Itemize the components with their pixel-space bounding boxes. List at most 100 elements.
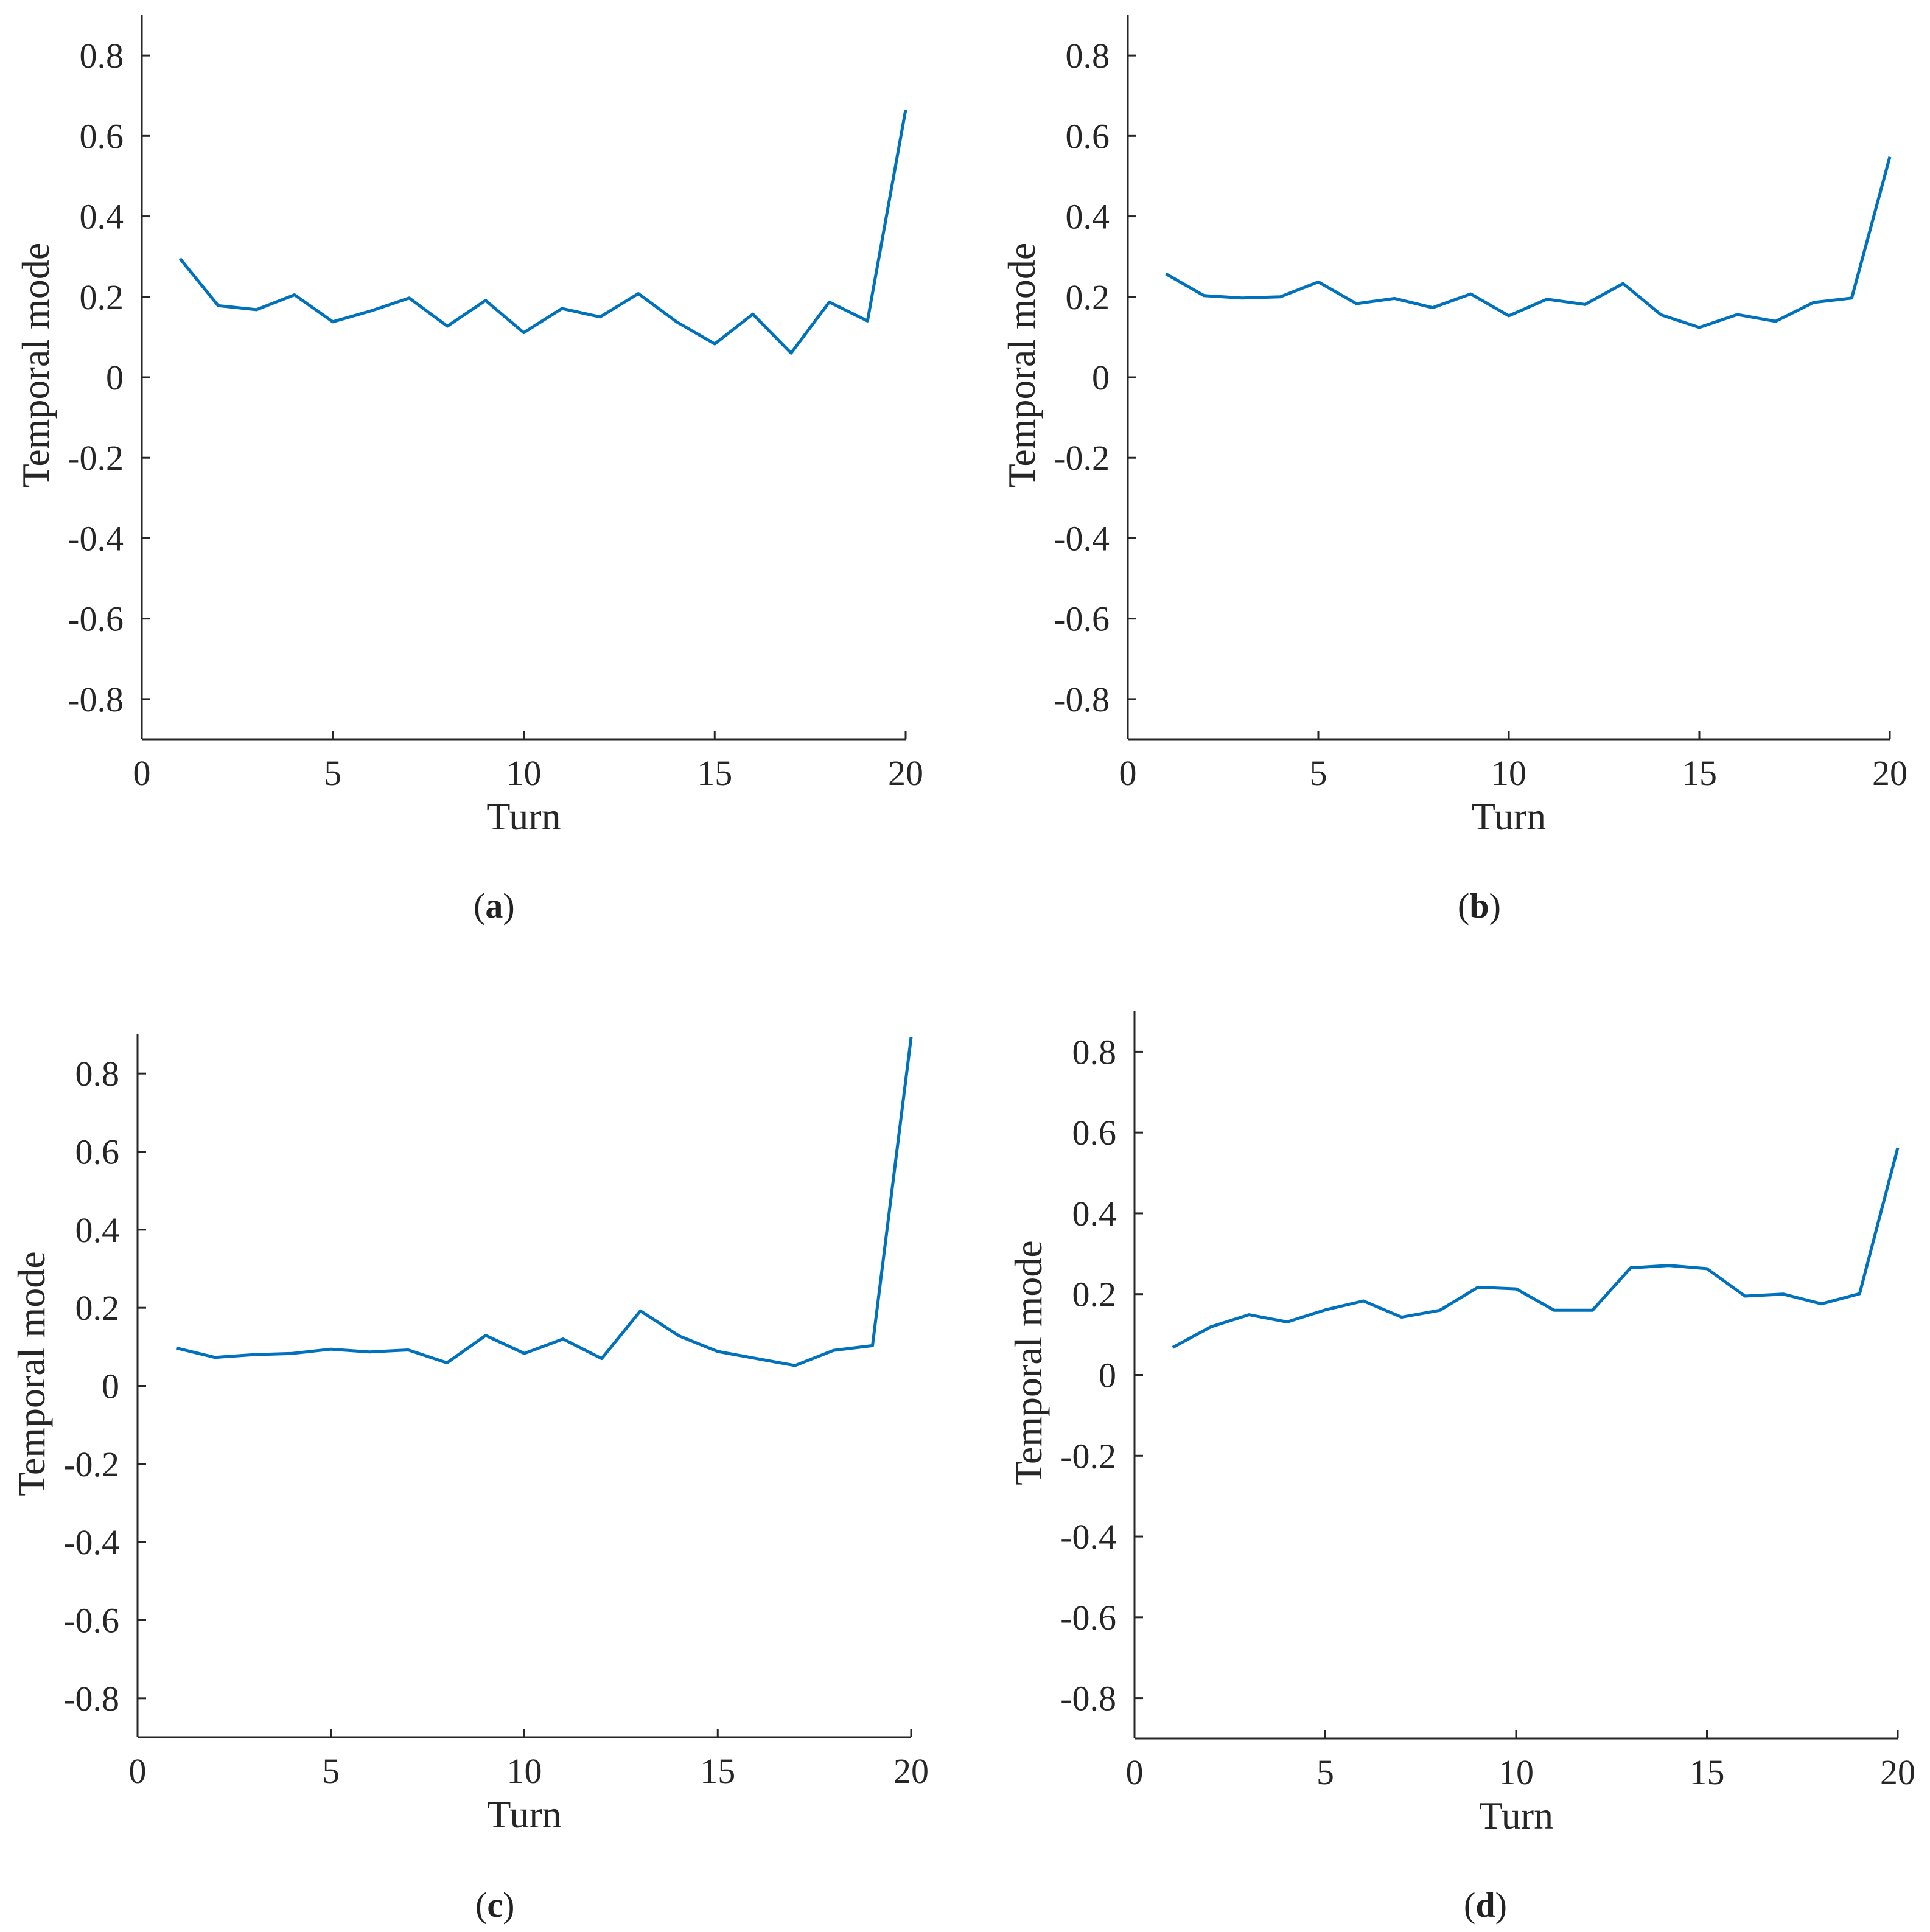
data-point bbox=[178, 257, 182, 260]
y-tick-label: -0.4 bbox=[1060, 1517, 1116, 1557]
data-point bbox=[1781, 1292, 1785, 1296]
chart-panel-a: -0.8 -0.6 -0.4 -0.2 0 0.2 0.4 0.6 0.8 0 5 10 15 20 Tur… bbox=[14, 15, 923, 838]
data-point bbox=[1285, 1320, 1289, 1324]
data-point bbox=[1629, 1266, 1632, 1270]
caption-b: (b) bbox=[1458, 886, 1501, 926]
data-point bbox=[523, 1351, 526, 1355]
data-point bbox=[1400, 1316, 1404, 1319]
data-point bbox=[1316, 280, 1320, 284]
data-point bbox=[484, 1334, 488, 1337]
data-point bbox=[1438, 1308, 1442, 1312]
y-tick-label: -0.6 bbox=[63, 1601, 119, 1641]
y-tick-label: -0.4 bbox=[63, 1522, 119, 1562]
data-point bbox=[755, 1357, 758, 1361]
data-point bbox=[637, 291, 640, 295]
data-point bbox=[1667, 1264, 1671, 1268]
data-point bbox=[293, 293, 296, 296]
data-point bbox=[1209, 1325, 1212, 1328]
y-tick-label: 0.8 bbox=[1066, 36, 1110, 75]
data-point bbox=[368, 1350, 371, 1354]
x-tick-label: 0 bbox=[1126, 1752, 1144, 1792]
x-tick-label: 5 bbox=[322, 1751, 340, 1791]
y-tick-label: 0.2 bbox=[75, 1288, 120, 1328]
x-tick-label: 5 bbox=[324, 753, 341, 793]
x-axis-label: Turn bbox=[486, 795, 561, 838]
y-tick-label: -0.8 bbox=[68, 680, 124, 719]
x-tick-label: 5 bbox=[1316, 1752, 1334, 1792]
data-point bbox=[1850, 296, 1853, 300]
y-tick-label: -0.2 bbox=[1054, 438, 1110, 478]
chart-panel-c: -0.8 -0.6 -0.4 -0.2 0 0.2 0.4 0.6 0.8 0 5 10 15 20 Tur… bbox=[10, 1034, 929, 1836]
data-point bbox=[1888, 155, 1892, 159]
data-point bbox=[870, 1344, 874, 1347]
x-tick-label: 15 bbox=[700, 1751, 735, 1791]
data-point bbox=[1820, 1302, 1823, 1306]
data-point bbox=[1774, 319, 1777, 323]
series-line bbox=[176, 1037, 913, 1367]
data-point bbox=[445, 1361, 449, 1365]
data-point bbox=[213, 1356, 217, 1359]
data-point bbox=[1362, 1299, 1365, 1303]
data-point bbox=[904, 108, 907, 111]
data-point bbox=[290, 1351, 294, 1355]
data-point bbox=[175, 1346, 178, 1350]
caption-d: (d) bbox=[1464, 1885, 1507, 1925]
y-tick-label: -0.8 bbox=[1054, 680, 1110, 719]
data-point bbox=[751, 312, 755, 316]
data-point bbox=[1659, 313, 1663, 317]
data-point bbox=[1431, 306, 1435, 310]
data-point bbox=[638, 1309, 642, 1313]
x-tick-label: 10 bbox=[506, 753, 542, 793]
data-point bbox=[1705, 1267, 1709, 1271]
data-point bbox=[1240, 296, 1244, 300]
data-point bbox=[793, 1364, 797, 1367]
data-point bbox=[217, 304, 220, 307]
y-tick-label: 0 bbox=[102, 1367, 119, 1406]
data-point bbox=[1247, 1313, 1251, 1317]
data-point bbox=[484, 299, 488, 302]
data-point bbox=[1202, 294, 1206, 298]
data-point bbox=[522, 331, 526, 335]
x-axis-label: Turn bbox=[487, 1793, 561, 1836]
y-tick-label: -0.2 bbox=[68, 438, 124, 478]
y-axis-label: Temporal mode bbox=[1007, 1240, 1050, 1485]
data-point bbox=[1514, 1287, 1518, 1291]
y-tick-label: 0 bbox=[1099, 1356, 1116, 1395]
data-point bbox=[1621, 282, 1625, 285]
y-axis-label: Temporal mode bbox=[14, 243, 57, 488]
y-tick-label: 0 bbox=[106, 358, 124, 397]
y-tick-label: -0.2 bbox=[63, 1445, 119, 1484]
x-tick-label: 0 bbox=[129, 1751, 147, 1791]
y-tick-label: -0.2 bbox=[1060, 1436, 1116, 1476]
caption-a: (a) bbox=[474, 886, 515, 926]
series-line bbox=[178, 109, 907, 355]
caption-c: (c) bbox=[475, 1885, 515, 1925]
data-point bbox=[1507, 314, 1511, 318]
data-point bbox=[1278, 295, 1282, 299]
data-point bbox=[254, 308, 258, 312]
data-point bbox=[252, 1353, 256, 1356]
data-point bbox=[1469, 292, 1472, 296]
y-tick-label: 0 bbox=[1092, 358, 1110, 397]
y-axis-label: Temporal mode bbox=[10, 1251, 53, 1496]
x-tick-label: 15 bbox=[1690, 1752, 1725, 1792]
data-point bbox=[407, 296, 411, 300]
x-tick-label: 0 bbox=[1119, 753, 1137, 793]
data-point bbox=[1896, 1146, 1900, 1149]
data-point bbox=[1858, 1292, 1861, 1296]
data-point bbox=[1736, 313, 1739, 316]
data-point bbox=[1164, 272, 1168, 276]
y-tick-label: 0.4 bbox=[75, 1210, 120, 1250]
data-point bbox=[832, 1348, 836, 1352]
data-point bbox=[1476, 1285, 1480, 1289]
data-point bbox=[677, 1334, 681, 1337]
y-tick-label: -0.6 bbox=[1054, 599, 1110, 639]
x-tick-label: 15 bbox=[697, 753, 732, 793]
data-point bbox=[1812, 301, 1816, 304]
data-point bbox=[598, 315, 602, 319]
y-tick-label: -0.4 bbox=[68, 518, 124, 558]
data-point bbox=[1171, 1345, 1175, 1349]
data-point bbox=[828, 300, 831, 304]
data-point bbox=[1697, 326, 1701, 329]
series-line bbox=[1165, 156, 1892, 329]
